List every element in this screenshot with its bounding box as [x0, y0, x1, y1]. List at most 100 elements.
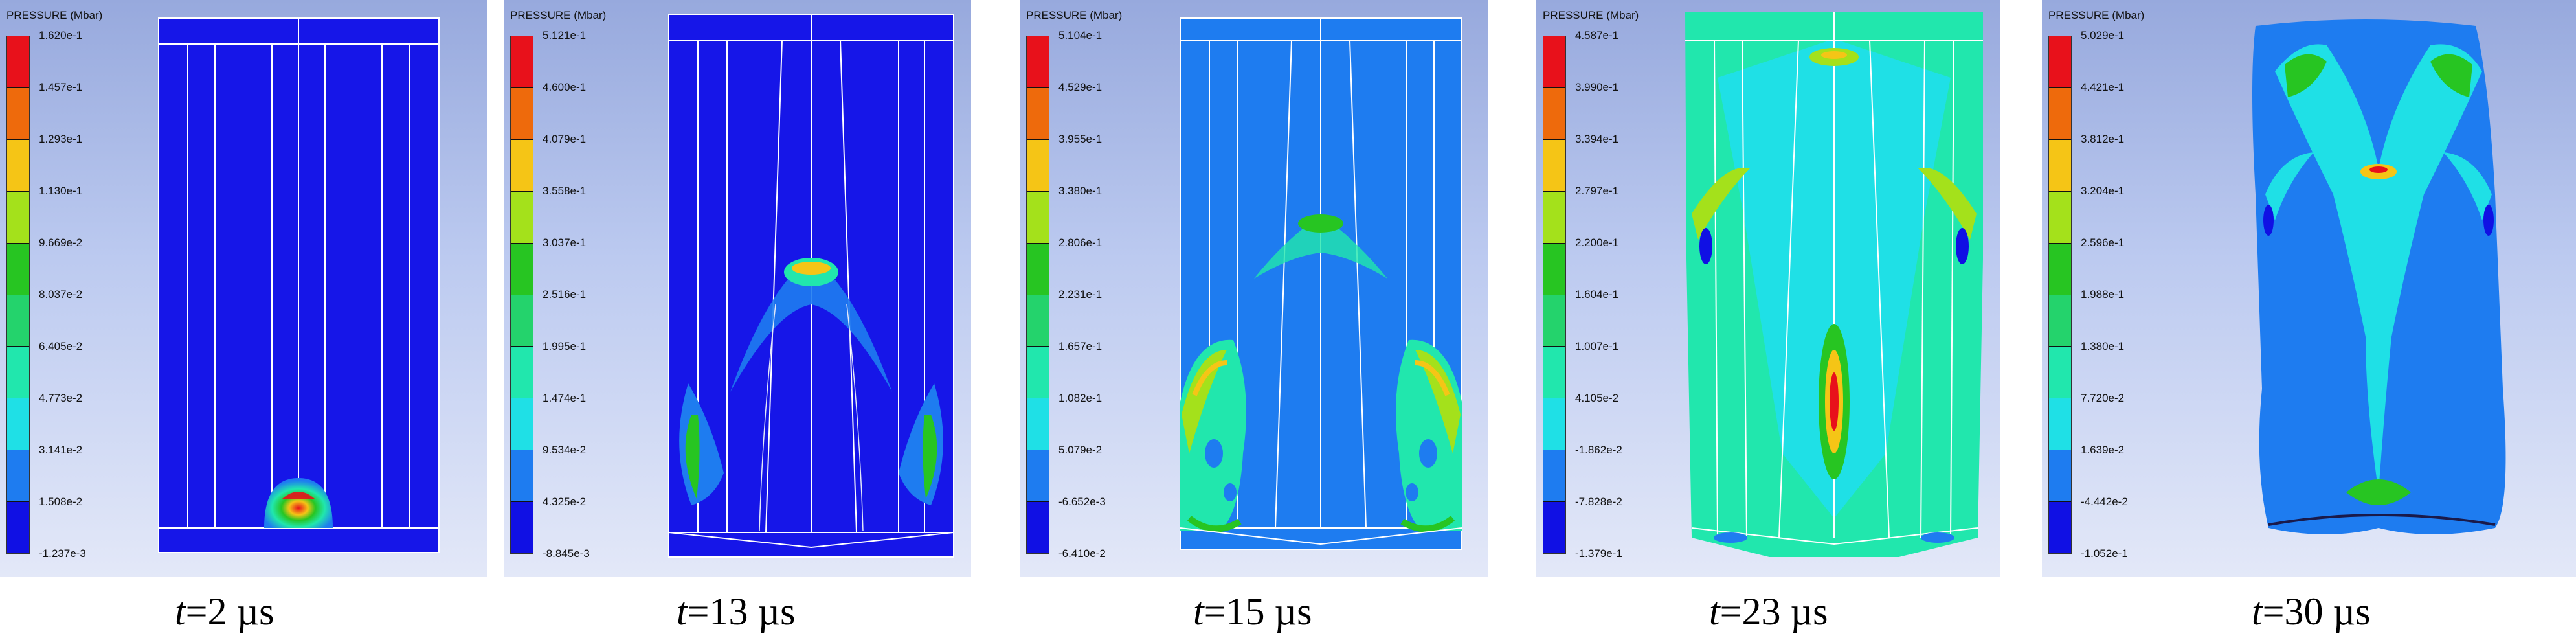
time-caption-t30: t=30 µs	[2252, 590, 2371, 633]
colorbar-swatch	[7, 139, 29, 192]
colorbar-swatch	[1027, 191, 1049, 244]
pressure-field-plot	[158, 17, 440, 553]
time-caption-t13: t=13 µs	[677, 590, 796, 633]
colorbar-tick-label: -1.237e-3	[39, 547, 86, 560]
colorbar-tick-label: 1.988e-1	[2081, 288, 2125, 301]
colorbar-tick-label: -1.052e-1	[2081, 547, 2128, 560]
colorbar-tick-label: -1.379e-1	[1575, 547, 1622, 560]
colorbar-swatch	[2049, 87, 2071, 140]
colorbar-swatch	[511, 347, 533, 399]
colorbar-swatch	[1543, 139, 1565, 192]
colorbar-swatch	[7, 502, 29, 554]
colorbar-swatch	[1027, 243, 1049, 295]
colorbar-swatch	[2049, 139, 2071, 192]
colorbar-swatch	[2049, 36, 2071, 88]
colorbar-tick-label: -6.652e-3	[1058, 496, 1106, 508]
colorbar-title: PRESSURE (Mbar)	[6, 9, 103, 21]
colorbar-tick-label: 9.534e-2	[543, 444, 587, 456]
colorbar-swatch	[1543, 502, 1565, 554]
colorbar-tick-label: 6.405e-2	[39, 340, 83, 352]
colorbar-tick-label: 4.600e-1	[543, 81, 587, 93]
colorbar-swatch	[7, 191, 29, 244]
colorbar-swatch	[511, 36, 533, 88]
time-caption-t23: t=23 µs	[1709, 590, 1828, 633]
colorbar-tick-label: 2.596e-1	[2081, 236, 2125, 249]
pressure-field-plot	[1685, 12, 1983, 557]
colorbar-swatch	[1543, 398, 1565, 451]
colorbar-tick-label: 1.082e-1	[1058, 392, 1103, 404]
colorbar-tick-label: 1.620e-1	[39, 29, 83, 41]
colorbar-swatch	[1027, 450, 1049, 503]
colorbar-swatch	[511, 450, 533, 503]
colorbar-swatch	[7, 398, 29, 451]
colorbar-swatch	[2049, 450, 2071, 503]
colorbar-tick-label: -8.845e-3	[543, 547, 590, 560]
time-caption-t15: t=15 µs	[1193, 590, 1312, 633]
colorbar-swatch	[1543, 347, 1565, 399]
colorbar-swatch	[1027, 36, 1049, 88]
colorbar-swatch	[1543, 191, 1565, 244]
panel-t13: PRESSURE (Mbar) 5.121e-1 4.600e-1 4.079e-1…	[504, 0, 971, 577]
colorbar-swatch	[1543, 450, 1565, 503]
colorbar-title: PRESSURE (Mbar)	[510, 9, 607, 21]
colorbar-tick-label: 1.293e-1	[39, 133, 83, 145]
colorbar-tick-label: 1.474e-1	[543, 392, 587, 404]
colorbar-swatch	[1027, 87, 1049, 140]
colorbar-swatch	[1027, 295, 1049, 347]
colorbar-swatch	[2049, 191, 2071, 244]
colorbar-swatch	[1543, 243, 1565, 295]
colorbar-tick-label: -7.828e-2	[1575, 496, 1622, 508]
colorbar-swatch	[1027, 398, 1049, 451]
colorbar-tick-label: -1.862e-2	[1575, 444, 1622, 456]
panel-t30: PRESSURE (Mbar) 5.029e-1 4.421e-1 3.812e-1…	[2042, 0, 2576, 577]
colorbar-swatch	[1027, 139, 1049, 192]
colorbar-tick-label: 2.200e-1	[1575, 236, 1619, 249]
colorbar-tick-label: 3.812e-1	[2081, 133, 2125, 145]
colorbar-swatch	[1027, 347, 1049, 399]
colorbar-title: PRESSURE (Mbar)	[1026, 9, 1123, 21]
pressure-field-plot	[2252, 19, 2506, 534]
colorbar-title: PRESSURE (Mbar)	[2048, 9, 2145, 21]
panel-t15: PRESSURE (Mbar) 5.	[1020, 0, 1488, 577]
pressure-colorbar	[1543, 36, 1566, 554]
colorbar-tick-label: 1.007e-1	[1575, 340, 1619, 352]
colorbar-tick-label: 1.604e-1	[1575, 288, 1619, 301]
colorbar-tick-label: 7.720e-2	[2081, 392, 2125, 404]
colorbar-swatch	[1543, 295, 1565, 347]
colorbar-tick-label: 5.104e-1	[1058, 29, 1103, 41]
colorbar-tick-label: 5.079e-2	[1058, 444, 1103, 456]
colorbar-tick-label: 4.325e-2	[543, 496, 587, 508]
colorbar-swatch	[7, 295, 29, 347]
colorbar-tick-label: 1.130e-1	[39, 185, 83, 197]
colorbar-swatch	[511, 502, 533, 554]
colorbar-tick-label: 5.029e-1	[2081, 29, 2125, 41]
colorbar-tick-label: 4.079e-1	[543, 133, 587, 145]
pressure-colorbar	[6, 36, 30, 554]
colorbar-swatch	[2049, 398, 2071, 451]
colorbar-tick-label: 8.037e-2	[39, 288, 83, 301]
time-caption-t2: t=2 µs	[175, 590, 274, 633]
colorbar-tick-label: 2.516e-1	[543, 288, 587, 301]
colorbar-swatch	[2049, 502, 2071, 554]
colorbar-tick-label: 3.141e-2	[39, 444, 83, 456]
colorbar-tick-label: 3.204e-1	[2081, 185, 2125, 197]
colorbar-tick-label: 4.529e-1	[1058, 81, 1103, 93]
colorbar-swatch	[1543, 87, 1565, 140]
colorbar-tick-label: -6.410e-2	[1058, 547, 1106, 560]
colorbar-tick-label: 4.105e-2	[1575, 392, 1619, 404]
colorbar-tick-label: 4.587e-1	[1575, 29, 1619, 41]
pressure-colorbar	[510, 36, 533, 554]
panel-t2: PRESSURE (Mbar) 1.620e-1	[0, 0, 487, 577]
pressure-colorbar	[1026, 36, 1049, 554]
colorbar-swatch	[7, 87, 29, 140]
colorbar-swatch	[511, 398, 533, 451]
colorbar-swatch	[2049, 243, 2071, 295]
colorbar-swatch	[2049, 295, 2071, 347]
colorbar-swatch	[7, 450, 29, 503]
colorbar-swatch	[7, 347, 29, 399]
pressure-field-plot	[668, 14, 954, 558]
pressure-colorbar	[2048, 36, 2072, 554]
colorbar-tick-label: 3.394e-1	[1575, 133, 1619, 145]
colorbar-tick-label: -4.442e-2	[2081, 496, 2128, 508]
colorbar-tick-label: 5.121e-1	[543, 29, 587, 41]
